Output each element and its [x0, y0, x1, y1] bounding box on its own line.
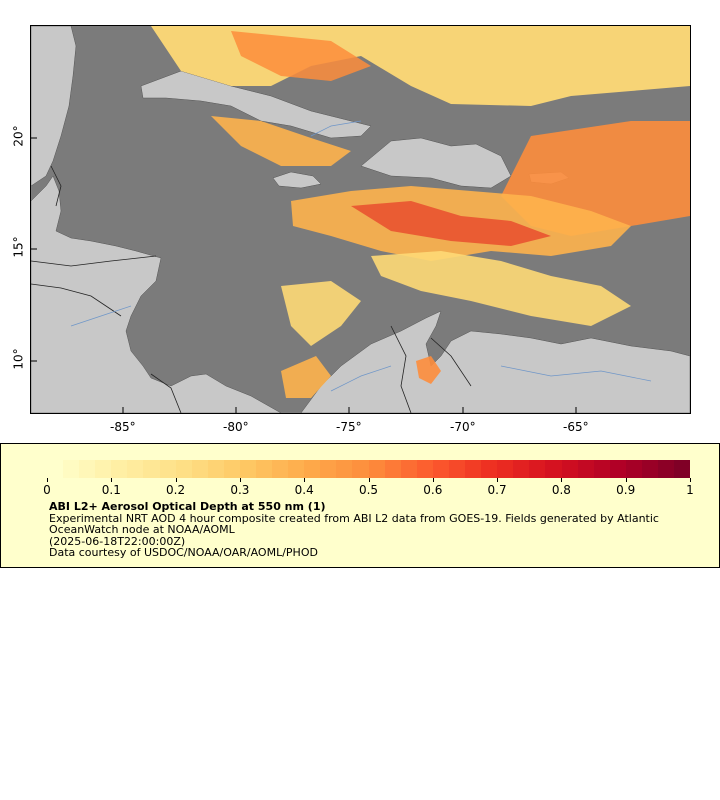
central-america-land — [31, 175, 282, 413]
colorbar-tick-label: 0.2 — [166, 483, 186, 497]
colorbar-segment — [416, 460, 433, 478]
legend-description: Experimental NRT AOD 4 hour composite cr… — [49, 511, 659, 536]
legend-panel: ABI L2+ Aerosol Optical Depth at 550 nm … — [0, 443, 720, 568]
aod-map — [31, 26, 690, 413]
colorbar-segment — [497, 460, 514, 478]
legend-title: ABI L2+ Aerosol Optical Depth at 550 nm … — [49, 500, 326, 513]
country-borders — [31, 165, 472, 413]
axis-ticks — [31, 137, 577, 413]
colorbar-segment — [657, 460, 675, 478]
colorbar-tick — [111, 478, 113, 482]
colorbar-tick-label: 0.1 — [101, 483, 121, 497]
lon-label-85: -85° — [110, 420, 136, 434]
aerosol-layer — [151, 26, 690, 398]
south-america-land — [300, 310, 690, 413]
colorbar-segment — [175, 460, 192, 478]
lat-label-10: 10° — [11, 348, 26, 370]
colorbar-segment — [609, 460, 626, 478]
lon-label-80: -80° — [223, 420, 249, 434]
colorbar-segment — [223, 460, 240, 478]
colorbar-segment — [368, 460, 385, 478]
legend-text: ABI L2+ Aerosol Optical Depth at 550 nm … — [49, 501, 689, 559]
colorbar-segment — [272, 460, 289, 478]
colorbar-segment — [400, 460, 417, 478]
colorbar-segment — [384, 460, 401, 478]
colorbar-segment — [47, 460, 64, 478]
rivers — [70, 120, 652, 392]
colorbar-tick-label: 0.3 — [230, 483, 250, 497]
colorbar-segment — [432, 460, 449, 478]
hispaniola-land — [360, 137, 512, 189]
colorbar-segment — [159, 460, 176, 478]
colorbar-tick — [239, 478, 241, 482]
colorbar-tick-label: 0.8 — [551, 483, 571, 497]
lon-label-75: -75° — [336, 420, 362, 434]
colorbar-segment — [239, 460, 257, 478]
colorbar-segment — [593, 460, 610, 478]
colorbar-tick-label: 0.4 — [294, 483, 314, 497]
colorbar-segment — [481, 460, 498, 478]
colorbar-segment — [111, 460, 128, 478]
colorbar-segment — [127, 460, 144, 478]
cuba-land — [140, 70, 372, 139]
jamaica-land — [272, 171, 322, 189]
yucatan-land — [31, 26, 77, 187]
lon-label-70: -70° — [450, 420, 476, 434]
colorbar-segment — [207, 460, 224, 478]
colorbar-segment — [191, 460, 208, 478]
colorbar-tick-label: 0.7 — [487, 483, 507, 497]
colorbar-tick — [625, 478, 627, 482]
colorbar-segment — [465, 460, 482, 478]
colorbar-tick — [690, 478, 691, 482]
colorbar-segment — [561, 460, 578, 478]
colorbar-segment — [79, 460, 96, 478]
colorbar-segment — [674, 460, 691, 478]
legend-credit: Data courtesy of USDOC/NOAA/OAR/AOML/PHO… — [49, 546, 318, 559]
colorbar-segment — [336, 460, 353, 478]
colorbar-tick-label: 0 — [43, 483, 51, 497]
legend-timestamp: (2025-06-18T22:00:00Z) — [49, 534, 186, 548]
colorbar-segment — [320, 460, 337, 478]
colorbar-tick — [304, 478, 306, 482]
colorbar-tick-label: 0.6 — [423, 483, 443, 497]
lat-label-15: 15° — [11, 236, 26, 258]
lon-label-65: -65° — [563, 420, 589, 434]
colorbar-tick — [368, 478, 370, 482]
colorbar-segment — [641, 460, 658, 478]
colorbar-tick — [47, 478, 48, 482]
colorbar-segment — [352, 460, 369, 478]
colorbar-segment — [529, 460, 546, 478]
colorbar-segment — [95, 460, 112, 478]
colorbar-segment — [256, 460, 273, 478]
lat-label-20: 20° — [11, 125, 26, 147]
map-panel — [30, 25, 691, 414]
colorbar-segment — [304, 460, 321, 478]
colorbar-segment — [513, 460, 530, 478]
colorbar-tick — [175, 478, 177, 482]
colorbar-tick-label: 0.9 — [616, 483, 636, 497]
colorbar-segment — [143, 460, 160, 478]
colorbar-segment — [448, 460, 466, 478]
colorbar-segment — [577, 460, 594, 478]
colorbar-segment — [288, 460, 305, 478]
colorbar-tick — [432, 478, 434, 482]
colorbar-segment — [63, 460, 80, 478]
colorbar-segment — [545, 460, 562, 478]
colorbar-tick — [561, 478, 563, 482]
colorbar-segment — [625, 460, 642, 478]
colorbar-tick-label: 0.5 — [358, 483, 379, 497]
colorbar — [47, 460, 691, 478]
colorbar-tick-label: 1 — [686, 483, 694, 497]
colorbar-tick — [497, 478, 499, 482]
